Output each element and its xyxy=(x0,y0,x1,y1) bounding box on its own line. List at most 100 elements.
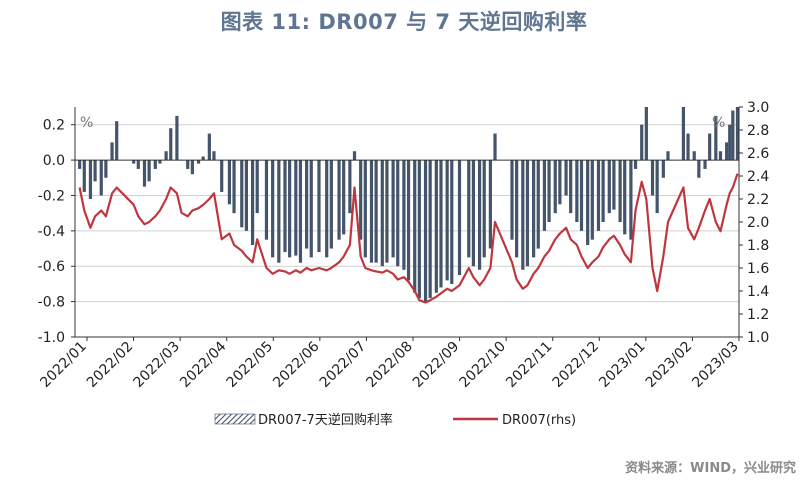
bar xyxy=(457,160,462,276)
axes xyxy=(74,107,740,338)
bar xyxy=(612,160,616,210)
bar xyxy=(309,160,313,258)
bar xyxy=(78,160,82,169)
left-tick-label: 0.2 xyxy=(43,118,65,134)
bar xyxy=(644,107,648,161)
bar xyxy=(352,151,357,161)
bar xyxy=(88,160,93,199)
bar xyxy=(342,160,346,235)
right-unit-label: % xyxy=(712,115,725,131)
left-tick-label: -0.6 xyxy=(38,259,65,275)
x-tick-label: 2022/08 xyxy=(363,339,415,391)
bar xyxy=(532,160,536,258)
bar xyxy=(525,160,530,267)
bar xyxy=(586,160,590,245)
right-tick-label: 2.8 xyxy=(747,123,769,139)
bar xyxy=(536,160,540,249)
bar xyxy=(493,133,497,161)
bar xyxy=(629,160,633,240)
bar xyxy=(450,160,454,284)
bar xyxy=(575,160,579,222)
bar xyxy=(190,160,194,175)
bar xyxy=(423,160,428,302)
bar xyxy=(467,160,471,258)
bar xyxy=(153,160,157,169)
bar xyxy=(633,160,638,169)
bar xyxy=(618,160,622,222)
bar xyxy=(434,160,438,293)
left-tick-label: 0.0 xyxy=(43,153,65,169)
bar xyxy=(406,160,411,281)
bar xyxy=(692,151,696,161)
bar xyxy=(363,160,367,258)
x-tick-label: 2022/10 xyxy=(457,339,509,391)
bar xyxy=(655,160,659,214)
bar xyxy=(232,160,236,214)
x-tick-label: 2022/05 xyxy=(224,339,276,391)
bar xyxy=(482,160,486,258)
bar xyxy=(82,160,86,192)
left-tick-label: -0.8 xyxy=(38,295,65,311)
x-tick-label: 2022/09 xyxy=(410,339,462,391)
bar xyxy=(564,160,568,196)
bar xyxy=(337,160,341,240)
x-tick-label: 2023/03 xyxy=(689,339,741,391)
bar xyxy=(428,160,432,299)
chart-title: 图表 11: DR007 与 7 天逆回购利率 xyxy=(220,10,588,34)
bar xyxy=(348,160,352,214)
bar xyxy=(164,151,168,161)
left-tick-label: -0.2 xyxy=(38,188,65,204)
bar xyxy=(104,160,108,178)
x-tick-label: 2022/01 xyxy=(37,339,89,391)
bar xyxy=(735,107,740,161)
bar xyxy=(196,160,201,164)
bar xyxy=(703,160,707,169)
bar xyxy=(558,160,562,205)
bar xyxy=(731,110,735,161)
line-series xyxy=(78,173,739,304)
bar xyxy=(385,160,389,263)
x-tick-label: 2023/02 xyxy=(643,339,695,391)
bar xyxy=(590,160,594,240)
x-tick-label: 2022/02 xyxy=(84,339,136,391)
bar xyxy=(132,160,136,164)
bar xyxy=(471,160,475,267)
bar xyxy=(359,160,363,240)
bar xyxy=(207,133,211,161)
legend-label-bar: DR007-7天逆回购利率 xyxy=(258,412,393,428)
bar xyxy=(569,160,573,214)
bar xyxy=(142,160,147,187)
bar xyxy=(661,160,665,178)
bar xyxy=(445,160,449,281)
bar xyxy=(294,160,298,256)
bar xyxy=(640,124,644,161)
bar xyxy=(488,160,492,249)
bar xyxy=(227,160,232,205)
bar xyxy=(728,124,732,161)
bar xyxy=(413,160,417,293)
right-tick-label: 1.0 xyxy=(747,330,769,346)
bar xyxy=(391,160,395,258)
bar xyxy=(325,160,329,258)
bar xyxy=(380,160,384,267)
bar xyxy=(714,115,718,161)
legend: DR007-7天逆回购利率 DR007(rhs) xyxy=(214,412,576,428)
bar xyxy=(439,160,443,288)
bar xyxy=(396,160,400,267)
bar xyxy=(110,142,114,161)
bar xyxy=(686,133,690,161)
bar xyxy=(288,160,292,258)
x-tick-label: 2022/03 xyxy=(131,339,183,391)
bar xyxy=(374,160,378,263)
right-tick-label: 3.0 xyxy=(747,100,769,116)
bar xyxy=(277,160,281,263)
bar xyxy=(547,160,551,222)
bar xyxy=(175,115,179,161)
bar-series xyxy=(78,107,740,302)
bar xyxy=(510,160,514,240)
bar xyxy=(553,160,557,214)
source-note: 资料来源：WIND，兴业研究 xyxy=(625,461,796,476)
bar xyxy=(305,160,309,249)
bar xyxy=(725,142,729,161)
